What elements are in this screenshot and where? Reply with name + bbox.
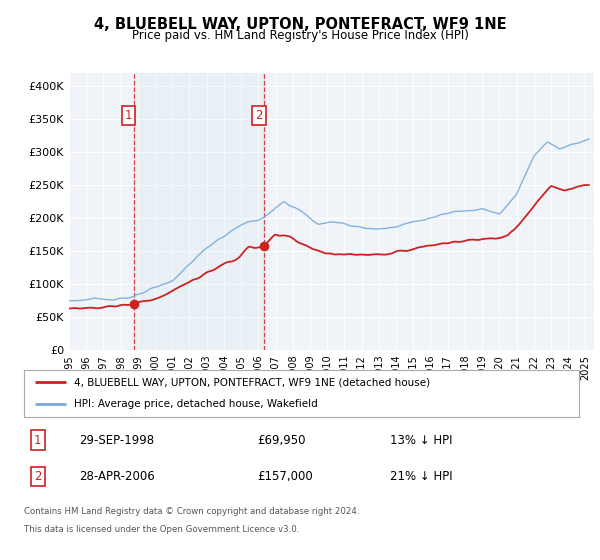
Text: 1: 1	[34, 434, 41, 447]
Text: 2: 2	[255, 109, 263, 122]
Text: 21% ↓ HPI: 21% ↓ HPI	[391, 470, 453, 483]
Text: 4, BLUEBELL WAY, UPTON, PONTEFRACT, WF9 1NE: 4, BLUEBELL WAY, UPTON, PONTEFRACT, WF9 …	[94, 17, 506, 31]
Text: 2: 2	[34, 470, 41, 483]
Text: £69,950: £69,950	[257, 434, 305, 447]
Text: Contains HM Land Registry data © Crown copyright and database right 2024.: Contains HM Land Registry data © Crown c…	[24, 507, 359, 516]
Text: 1: 1	[125, 109, 132, 122]
Text: 4, BLUEBELL WAY, UPTON, PONTEFRACT, WF9 1NE (detached house): 4, BLUEBELL WAY, UPTON, PONTEFRACT, WF9 …	[74, 377, 430, 388]
Text: 29-SEP-1998: 29-SEP-1998	[79, 434, 155, 447]
Text: 28-APR-2006: 28-APR-2006	[79, 470, 155, 483]
Text: This data is licensed under the Open Government Licence v3.0.: This data is licensed under the Open Gov…	[24, 525, 299, 534]
Text: Price paid vs. HM Land Registry's House Price Index (HPI): Price paid vs. HM Land Registry's House …	[131, 29, 469, 42]
Text: £157,000: £157,000	[257, 470, 313, 483]
Text: HPI: Average price, detached house, Wakefield: HPI: Average price, detached house, Wake…	[74, 399, 318, 409]
Text: 13% ↓ HPI: 13% ↓ HPI	[391, 434, 453, 447]
Bar	[134, 73, 264, 350]
